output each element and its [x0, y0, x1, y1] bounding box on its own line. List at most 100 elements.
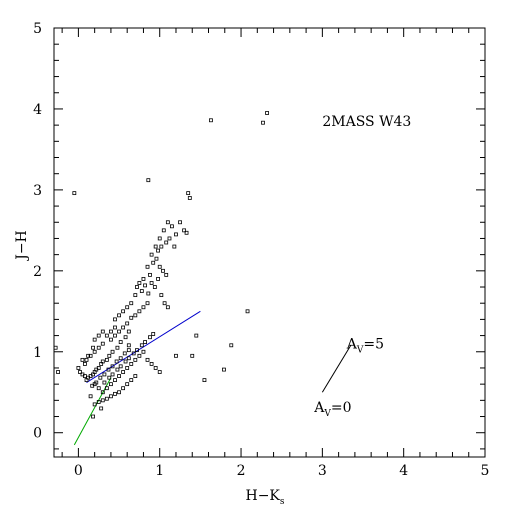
data-point — [126, 348, 131, 353]
data-point — [194, 333, 199, 338]
data-point — [104, 396, 109, 401]
data-point — [92, 402, 97, 407]
data-point — [110, 372, 115, 377]
data-point — [109, 329, 113, 334]
data-point — [113, 317, 117, 322]
data-point — [92, 349, 97, 354]
data-point — [117, 313, 121, 318]
data-point — [125, 382, 130, 387]
data-point — [139, 289, 144, 293]
data-point — [129, 378, 134, 383]
data-point — [80, 357, 85, 362]
data-point — [157, 264, 162, 269]
x-tick-label: 3 — [318, 463, 327, 479]
data-point — [126, 356, 131, 361]
data-point — [110, 349, 115, 354]
data-point — [100, 329, 105, 334]
data-point — [100, 390, 105, 395]
data-point — [113, 391, 117, 396]
data-point — [113, 333, 117, 338]
data-point — [159, 293, 164, 298]
annotation-label: AV=5 — [346, 337, 384, 356]
data-point — [167, 236, 172, 241]
scatter-points — [53, 111, 269, 419]
data-point — [161, 268, 165, 273]
data-point — [149, 362, 154, 366]
data-point — [125, 366, 130, 370]
data-point — [118, 340, 123, 344]
data-point — [106, 367, 111, 372]
data-point — [146, 291, 151, 296]
data-point — [149, 252, 154, 257]
data-point — [135, 285, 139, 289]
data-point — [141, 349, 146, 354]
data-point — [156, 277, 160, 281]
data-point — [157, 236, 162, 241]
data-point — [110, 364, 115, 369]
data-point — [84, 378, 89, 383]
data-point — [162, 301, 167, 306]
plot-border — [53, 27, 486, 458]
data-point — [98, 375, 103, 380]
data-point — [80, 372, 85, 377]
data-point — [145, 264, 150, 269]
data-point — [145, 301, 150, 306]
annotations: 2MASS W43 AV=5 AV=0 — [313, 114, 411, 419]
data-point — [88, 353, 93, 358]
data-point — [151, 260, 156, 265]
data-point — [126, 329, 131, 334]
axis-ticks — [54, 27, 486, 457]
data-point — [129, 362, 134, 366]
data-point — [113, 378, 117, 383]
data-point — [133, 313, 138, 318]
data-point — [137, 309, 142, 314]
data-point — [153, 244, 158, 249]
data-point — [148, 272, 152, 277]
data-point — [117, 329, 121, 334]
data-point — [72, 191, 77, 196]
data-point — [222, 367, 226, 372]
data-point — [86, 353, 91, 358]
data-point — [104, 357, 109, 362]
data-point — [133, 374, 138, 378]
x-axis-label: H−Ks — [245, 488, 284, 507]
data-point — [187, 196, 192, 200]
x-tick-label: 2 — [237, 463, 246, 479]
data-point — [117, 374, 121, 378]
data-point — [149, 281, 154, 285]
data-point — [161, 228, 166, 233]
data-point — [94, 380, 99, 385]
data-point — [126, 343, 131, 348]
data-point — [143, 283, 147, 288]
data-point — [99, 362, 104, 366]
data-point — [83, 362, 87, 366]
data-point — [261, 120, 265, 125]
data-point — [151, 332, 156, 336]
data-point — [209, 118, 213, 123]
data-point — [133, 293, 138, 298]
data-point — [121, 386, 126, 391]
annotation-label: AV=0 — [313, 400, 351, 419]
data-point — [170, 224, 174, 229]
y-tick-label: 4 — [33, 102, 42, 118]
data-point — [122, 351, 127, 356]
data-point — [125, 321, 130, 326]
data-point — [123, 335, 128, 340]
data-point — [104, 333, 109, 338]
data-point — [172, 244, 177, 249]
data-point — [229, 343, 234, 348]
x-tick-label: 5 — [481, 463, 490, 479]
data-point — [109, 394, 113, 399]
data-point — [100, 398, 105, 403]
data-point — [78, 370, 82, 374]
data-point — [184, 230, 189, 235]
data-point — [202, 378, 207, 383]
x-tick-label: 1 — [155, 463, 164, 479]
data-point — [92, 337, 97, 342]
x-tick-label: 0 — [74, 463, 83, 479]
data-point — [104, 386, 109, 391]
data-point — [125, 305, 130, 310]
data-point — [165, 305, 170, 310]
tick-labels: 0 1 2 3 4 5 0 1 2 3 4 5 — [33, 21, 489, 479]
